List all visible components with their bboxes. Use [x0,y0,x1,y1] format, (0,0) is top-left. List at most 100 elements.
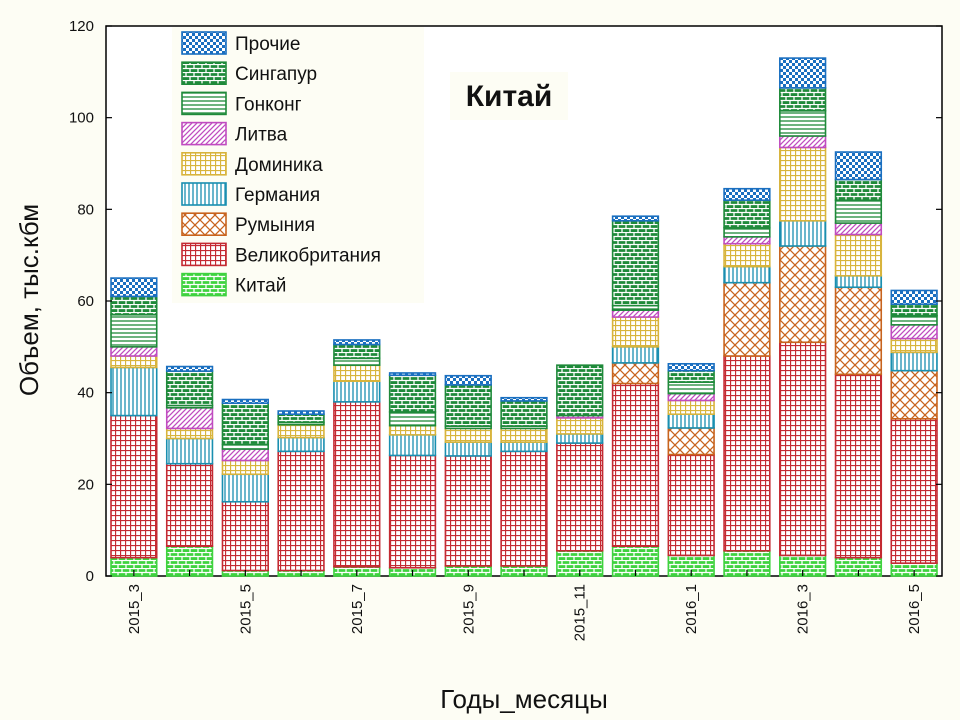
bar-segment [333,357,381,366]
bar-segment [165,437,214,465]
x-tick-label: 2016_5 [906,584,923,634]
x-tick-label: 2015_11 [572,584,589,641]
bar-segment [890,289,938,306]
bar-segment [890,369,938,420]
legend-label: Китай [235,276,286,297]
bar-segment [388,434,437,457]
legend-label: Гонконг [235,94,302,115]
bar-stack-2016_2 [723,187,771,577]
bar-segment [611,346,660,364]
bar-segment [388,454,437,569]
bar-segment [500,400,548,427]
bar-stack-2015_12 [611,215,660,577]
chart-title: Китай [466,80,553,113]
bar-segment [444,384,492,427]
bar-segment [110,355,158,369]
bar-segment [221,402,269,446]
y-tick-label: 40 [77,385,94,402]
bar-stack-2016_3 [779,57,827,577]
bar-segment [500,427,548,443]
bar-segment [611,215,660,222]
legend-swatch [181,121,227,146]
bar-segment [444,374,492,386]
legend-item: Китай [181,272,286,297]
bar-stack-2015_5 [221,398,269,577]
x-tick-label: 2015_9 [460,584,477,634]
bar-segment [723,187,771,201]
x-tick-label: 2015_5 [237,584,254,634]
bar-segment [723,226,771,238]
bar-segment [834,222,883,236]
bar-segment [444,455,492,567]
bar-segment [834,274,883,289]
y-tick-label: 80 [77,201,94,218]
bar-stack-2015_4 [165,365,214,577]
bar-segment [890,324,938,340]
bar-segment [890,314,938,326]
bar-segment [277,413,325,424]
bar-segment [277,423,325,439]
bar-segment [277,450,325,572]
bar-segment [333,364,381,383]
bar-segment [165,370,214,407]
y-axis: 0 20 40 60 80 100 120 [69,18,942,585]
inset-title-group: Китай [450,72,568,120]
legend-label: Прочие [235,34,300,55]
bar-segment [221,448,269,462]
legend-swatch [181,242,227,267]
bar-segment [221,473,269,503]
bar-segment [333,380,381,403]
bar-segment [333,343,381,360]
bar-segment [333,339,381,346]
bar-segment [611,382,660,548]
legend-label: Румыния [235,215,315,236]
bar-segment [611,316,660,348]
x-tick-label: 2015_7 [349,584,366,634]
bar-segment [556,442,604,552]
x-axis: 2015_3 2015_5 2015_7 2015_9 2015_11 2016_1 201… [126,570,923,641]
legend-swatch [181,61,227,86]
legend-item: Сингапур [181,61,317,86]
y-tick-label: 20 [77,476,94,493]
bar-segment [834,178,883,201]
bar-stack-2016_1 [667,362,715,577]
bar-segment [723,236,771,245]
bar-segment [779,146,827,222]
x-tick-label: 2015_3 [126,584,143,634]
bar-segment [221,500,269,572]
bar-segment [667,399,715,416]
bar-segment [890,337,938,354]
bar-segment [667,413,715,429]
bar-segment [444,427,492,443]
y-tick-label: 100 [69,110,94,127]
bar-segment [834,151,883,181]
bar-segment [556,417,604,435]
bar-segment [165,406,214,430]
bar-segment [333,401,381,568]
bar-segment [500,396,548,402]
bar-segment [834,286,883,376]
inset-title-box [450,72,568,120]
bar-segment [556,364,604,417]
bar-segment [277,436,325,453]
bar-segment [779,219,827,247]
y-tick-label: 0 [86,568,94,585]
bar-segment [110,366,158,417]
bar-segment [110,346,158,357]
bar-stack-2016_5 [890,289,938,577]
legend-item: Прочие [181,31,300,55]
legend-item: Гонконг [181,91,302,115]
bar-segment [667,381,715,395]
x-tick-label: 2016_3 [795,584,812,634]
bar-stack-2015_8 [388,372,437,577]
bar-segment [500,441,548,453]
bar-segment [611,309,660,318]
bar-segment [723,265,771,284]
bar-segment [723,242,771,268]
bar-segment [667,392,715,402]
legend-swatch [181,31,227,55]
bar-segment [779,135,827,149]
bar-segment [667,427,715,456]
bar-segment [779,57,827,89]
